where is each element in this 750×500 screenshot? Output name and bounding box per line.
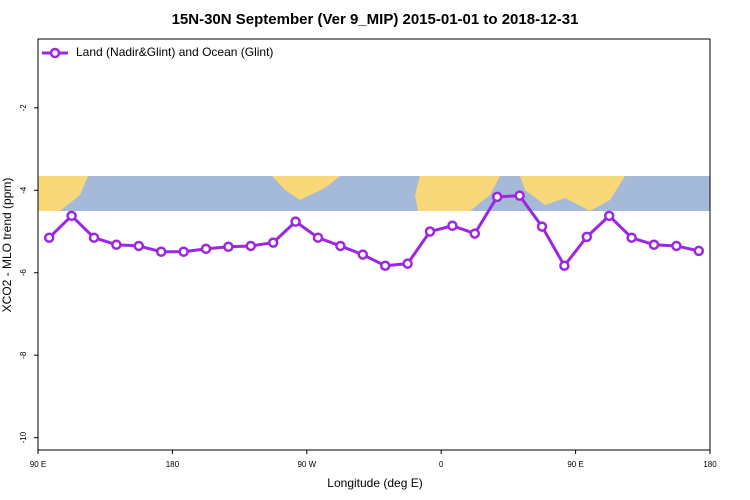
point [447,220,458,231]
point [671,240,682,252]
point [536,221,548,232]
point [200,243,212,255]
legend-marker [49,47,61,59]
point [133,240,145,252]
y-tick-label: -2 [19,104,28,112]
y-tick-label: -8 [19,351,28,359]
legend-label: Land (Nadir&Glint) and Ocean (Glint) [76,45,273,59]
point [335,240,346,252]
point [491,191,503,203]
point [559,260,570,271]
point [178,246,189,257]
point [88,232,100,243]
y-tick-label: -10 [19,431,28,443]
y-axis-label: XCO2 - MLO trend (ppm) [0,178,14,313]
point [43,232,55,243]
point [312,232,324,243]
plot-frame [37,38,711,451]
y-tick-label: -4 [19,186,28,194]
point [648,239,660,250]
point [626,232,637,243]
map-strip [38,176,710,211]
point [514,190,525,201]
point [267,237,279,248]
point [424,226,436,237]
point [245,240,257,252]
point [469,228,481,239]
point [402,258,413,269]
x-tick-label: 180 [703,460,717,469]
y-tick-label: -6 [19,269,28,277]
point [581,231,593,243]
point [111,239,122,250]
point [379,260,391,271]
x-tick-label: 180 [166,460,180,469]
point [693,245,705,257]
x-tick-label: 90 E [567,460,583,469]
x-tick-label: 90 W [297,460,316,469]
point [66,210,77,222]
point [155,246,167,257]
point [357,249,369,260]
point [223,241,234,253]
x-tick-label: 90 E [30,460,46,469]
x-tick-label: 0 [439,460,444,469]
point [290,216,301,227]
x-axis-label: Longitude (deg E) [327,476,422,490]
chart-title: 15N-30N September (Ver 9_MIP) 2015-01-01… [172,11,579,28]
point [603,210,615,222]
